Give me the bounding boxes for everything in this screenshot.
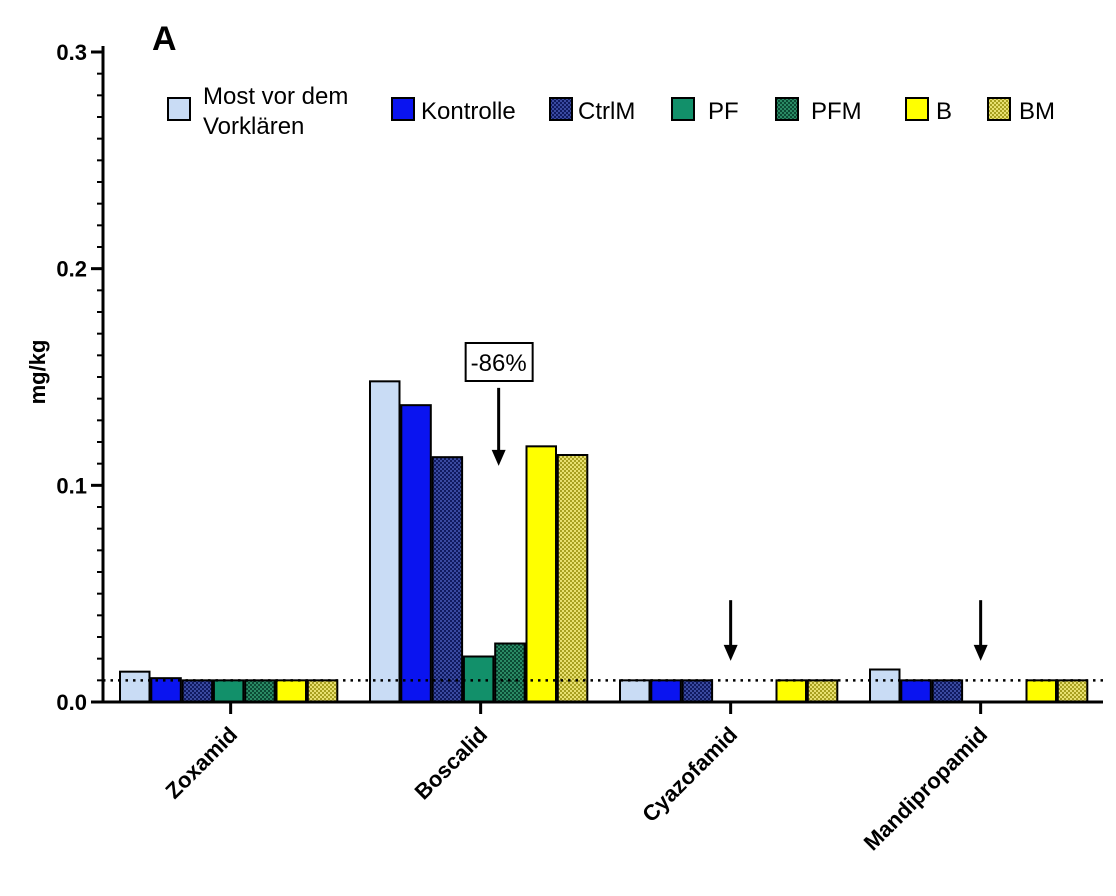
legend-swatch-kontrolle <box>391 97 415 121</box>
legend-swatch-bm <box>987 97 1011 121</box>
bar-b-zoxamid <box>275 679 307 703</box>
y-tick-label: 0.0 <box>56 690 87 715</box>
bar-ctrlm-mandipropamid <box>931 679 964 703</box>
legend-label: BM <box>1019 98 1055 125</box>
bar-most-vor-dem-vorkl-ren-cyazofamid <box>619 679 651 703</box>
arrow-head-icon <box>973 644 988 661</box>
bar-bm-mandipropamid <box>1056 679 1089 703</box>
legend: Most vor dem Vorklären Kontrolle CtrlM PF PFM… <box>167 83 1055 140</box>
y-tick-label: 0.2 <box>56 257 87 282</box>
bar-most-vor-dem-vorkl-ren-boscalid <box>369 380 401 703</box>
y-tick-label: 0.1 <box>56 473 87 498</box>
legend-label: PFM <box>811 98 862 125</box>
bar-ctrlm-zoxamid <box>181 679 214 703</box>
legend-swatch-pf <box>671 97 695 121</box>
bar-kontrolle-cyazofamid <box>650 679 682 703</box>
x-tick-label-mandipropamid: Mandipropamid <box>859 722 992 855</box>
bar-bm-zoxamid <box>306 679 339 703</box>
bar-most-vor-dem-vorkl-ren-mandipropamid <box>869 668 901 703</box>
bar-b-mandipropamid <box>1025 679 1057 703</box>
annotations: -86% <box>464 342 988 661</box>
bar-pfm-zoxamid <box>244 679 276 703</box>
bar-kontrolle-mandipropamid <box>900 679 932 703</box>
legend-label-line-2: Vorklären <box>203 113 304 140</box>
bar-kontrolle-boscalid <box>400 404 432 703</box>
legend-swatch-ctrlm <box>549 97 573 121</box>
bar-ctrlm-cyazofamid <box>681 679 714 703</box>
legend-label: PF <box>708 98 739 125</box>
legend-label: Kontrolle <box>421 98 516 125</box>
y-axis-label: mg/kg <box>25 340 50 405</box>
legend-label: B <box>936 98 952 125</box>
bar-ctrlm-boscalid <box>431 456 464 703</box>
legend-swatch-b <box>905 97 929 121</box>
annotation-text: -86% <box>471 350 527 377</box>
bar-kontrolle-zoxamid <box>150 677 182 704</box>
bar-b-cyazofamid <box>775 679 807 703</box>
bar-most-vor-dem-vorkl-ren-zoxamid <box>119 670 151 704</box>
bar-bm-boscalid <box>556 454 589 703</box>
bars <box>119 380 1089 704</box>
legend-label-line-1: Most vor dem <box>203 83 348 110</box>
x-axis: Zoxamid Boscalid Cyazofamid Mandipropamid <box>103 700 1103 855</box>
x-tick-label-zoxamid: Zoxamid <box>161 722 243 804</box>
legend-swatch-most-vor-dem-vorkl-ren <box>167 97 191 121</box>
y-tick-label: 0.3 <box>56 40 87 65</box>
bar-pfm-boscalid <box>494 642 526 703</box>
panel-label: A <box>152 20 177 58</box>
bar-b-boscalid <box>525 445 557 704</box>
x-tick-label-boscalid: Boscalid <box>410 722 493 805</box>
arrow-head-icon <box>723 644 738 661</box>
x-tick-label-cyazofamid: Cyazofamid <box>637 722 742 827</box>
y-axis: 0.0 0.1 0.2 0.3 <box>56 40 105 715</box>
annotation-box <box>464 342 534 382</box>
bar-pf-zoxamid <box>212 679 245 703</box>
legend-swatch-pfm <box>775 97 799 121</box>
arrow-head-icon <box>491 449 506 466</box>
bar-bm-cyazofamid <box>806 679 839 703</box>
legend-label: CtrlM <box>578 98 635 125</box>
